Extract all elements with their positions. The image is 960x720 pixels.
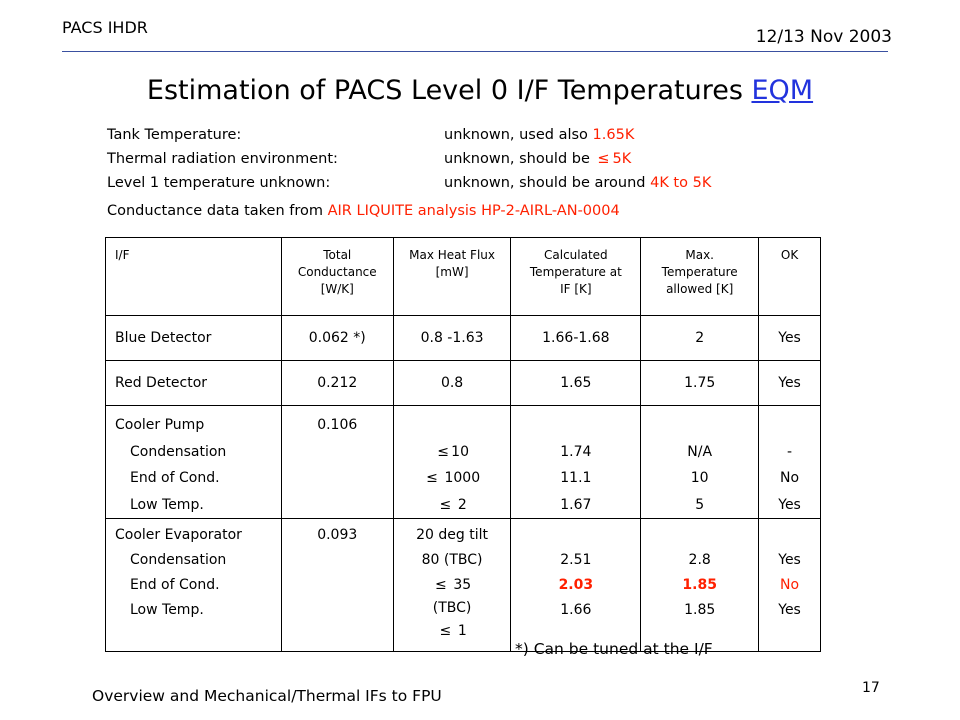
approx-icon: ≤ — [426, 470, 438, 486]
cell-conductance: 0.062 *) — [280, 315, 394, 361]
col-header-conductance: Total Conductance [W/K] — [280, 237, 394, 316]
info-value: unknown, used also 1.65K — [444, 127, 635, 143]
cell-ok: Yes — [758, 315, 821, 361]
info-row-level1: Level 1 temperature unknown: unknown, sh… — [107, 175, 711, 191]
cell-if: Red Detector — [105, 360, 282, 406]
cell-max-temp: 2 — [640, 315, 760, 361]
table-row: Blue Detector 0.062 *) 0.8 -1.63 1.66-1.… — [105, 315, 821, 361]
cell-if: Cooler Evaporator Condensation End of Co… — [105, 518, 282, 652]
col-header-heat-flux: Max Heat Flux [mW] — [392, 237, 512, 316]
temperature-table: I/F Total Conductance [W/K] Max Heat Flux[… — [105, 237, 821, 652]
approx-icon: ≤ — [439, 623, 452, 639]
cell-ok: - No Yes — [758, 405, 821, 519]
cell-ok: Yes No Yes — [758, 518, 821, 652]
cell-heat-flux: 0.8 — [392, 360, 512, 406]
cell-conductance: 0.212 — [280, 360, 394, 406]
page-number: 17 — [862, 680, 880, 696]
cell-calc-temp: 2.51 2.03 1.66 — [510, 518, 642, 652]
table-header-row: I/F Total Conductance [W/K] Max Heat Flux[… — [105, 237, 821, 316]
header-divider — [62, 51, 888, 52]
cell-heat-flux: 0.8 -1.63 — [392, 315, 512, 361]
footnote: *) Can be tuned at the I/F — [515, 640, 713, 658]
cell-calc-temp: 1.74 11.1 1.67 — [510, 405, 642, 519]
cell-max-temp: N/A 10 5 — [640, 405, 760, 519]
cell-calc-temp: 1.66-1.68 — [510, 315, 642, 361]
info-value: unknown, should be ≤5K — [444, 151, 632, 167]
cell-if: Blue Detector — [105, 315, 282, 361]
cell-conductance: 0.106 — [280, 405, 394, 519]
title-link-eqm[interactable]: EQM — [751, 75, 814, 106]
approx-icon: ≤ — [435, 577, 447, 593]
cell-ok: Yes — [758, 360, 821, 406]
cell-heat-flux: 20 deg tilt 80 (TBC) ≤ 35 (TBC) ≤ 1 — [392, 518, 512, 652]
info-row-radiation: Thermal radiation environment: unknown, … — [107, 151, 631, 167]
cell-max-temp: 1.75 — [640, 360, 760, 406]
info-row-tank: Tank Temperature: unknown, used also 1.6… — [107, 127, 634, 143]
cell-max-temp: 2.8 1.85 1.85 — [640, 518, 760, 652]
header-left: PACS IHDR — [62, 18, 148, 37]
approx-icon: ≤ — [597, 151, 610, 167]
table-row: Cooler Pump Condensation End of Cond. Lo… — [105, 405, 821, 519]
cell-if: Cooler Pump Condensation End of Cond. Lo… — [105, 405, 282, 519]
table-row: Cooler Evaporator Condensation End of Co… — [105, 518, 821, 652]
header-date: 12/13 Nov 2003 — [755, 27, 892, 47]
approx-icon: ≤ — [439, 496, 452, 513]
table-row: Red Detector 0.212 0.8 1.65 1.75 Yes — [105, 360, 821, 406]
col-header-if: I/F — [105, 237, 282, 316]
cell-calc-temp: 1.65 — [510, 360, 642, 406]
approx-icon: ≤ — [437, 443, 450, 460]
conductance-source: Conductance data taken from AIR LIQUITE … — [107, 203, 620, 219]
info-label: Thermal radiation environment: — [107, 151, 338, 167]
col-header-ok: OK — [758, 237, 821, 316]
footer-text: Overview and Mechanical/Thermal IFs to F… — [92, 687, 442, 705]
title-text: Estimation of PACS Level 0 I/F Temperatu… — [146, 75, 752, 106]
info-label: Level 1 temperature unknown: — [107, 175, 331, 191]
col-header-max-temp: Max. Temperature allowed [K] — [640, 237, 760, 316]
cell-conductance: 0.093 — [280, 518, 394, 652]
col-header-calc-temp: Calculated Temperature at IF [K] — [510, 237, 642, 316]
info-label: Tank Temperature: — [107, 127, 242, 143]
info-value: unknown, should be around 4K to 5K — [444, 175, 712, 191]
slide-title: Estimation of PACS Level 0 I/F Temperatu… — [0, 75, 960, 106]
cell-heat-flux: ≤10 ≤ 1000 ≤ 2 — [392, 405, 512, 519]
